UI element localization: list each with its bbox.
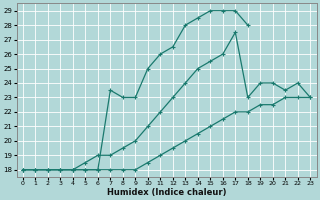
X-axis label: Humidex (Indice chaleur): Humidex (Indice chaleur)	[107, 188, 226, 197]
